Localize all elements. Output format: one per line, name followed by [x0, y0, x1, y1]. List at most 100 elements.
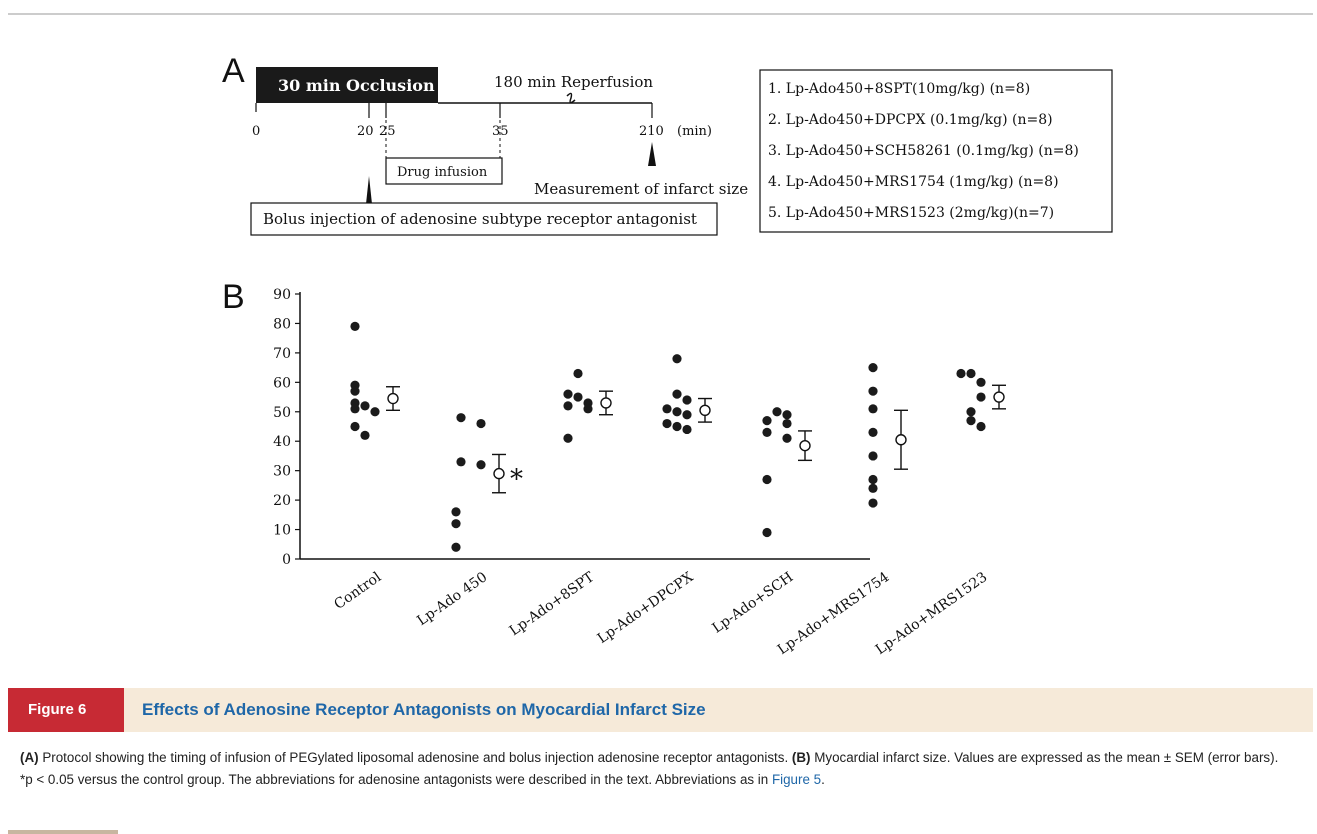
measurement-arrow-icon [648, 142, 656, 166]
data-point [956, 368, 966, 379]
figure-caption-bar: Figure 6 Effects of Adenosine Receptor A… [8, 688, 1313, 732]
data-point [360, 430, 370, 440]
panel-a-letter: A [222, 52, 245, 90]
data-point [476, 418, 486, 429]
time-35: 35 [492, 124, 509, 139]
caption-b-text: Myocardial infarct size. Values are expr… [20, 750, 1279, 787]
data-point [350, 386, 360, 396]
data-point [772, 407, 782, 417]
data-point [350, 421, 360, 432]
mean-marker [993, 391, 1005, 403]
y-tick-label: 90 [273, 287, 291, 303]
mean-marker [600, 397, 612, 409]
panel-b-letter: B [222, 278, 245, 316]
data-point [868, 427, 878, 437]
group-5: 5. Lp-Ado450+MRS1523 (2mg/kg)(n=7) [768, 205, 1054, 221]
group-1: 1. Lp-Ado450+8SPT(10mg/kg) (n=8) [768, 81, 1030, 97]
caption-a-text: Protocol showing the timing of infusion … [38, 750, 792, 765]
figure-graphic: A 30 min Occlusion 180 min Reperfusion 0… [8, 13, 1313, 658]
data-point [966, 416, 976, 426]
data-point [563, 401, 573, 411]
time-unit: (min) [677, 124, 712, 139]
reperfusion-label: 180 min Reperfusion [494, 73, 653, 91]
data-point [573, 392, 583, 402]
data-point [966, 407, 976, 417]
measurement-label: Measurement of infarct size [534, 180, 748, 198]
x-tick-label: Lp-Ado+DPCPX [595, 569, 697, 647]
data-point [662, 418, 672, 429]
infarct-size-chart: 0 10 20 30 40 50 60 70 80 90 Control Lp-Ado 450 Lp-A… [273, 287, 1006, 658]
time-25: 25 [379, 124, 396, 139]
bottom-rule [8, 830, 118, 834]
data-point [563, 433, 573, 443]
group-0: Control [331, 321, 400, 613]
data-point [976, 421, 986, 432]
data-point [868, 404, 878, 414]
data-point [868, 363, 878, 373]
bolus-box [250, 202, 718, 236]
mean-marker [799, 439, 811, 452]
data-point [782, 433, 792, 443]
x-tick-label: Lp-Ado+SCH [710, 569, 797, 636]
time-210: 210 [639, 124, 664, 139]
data-point [350, 321, 360, 331]
y-tick-label: 30 [273, 464, 291, 480]
data-point [868, 386, 878, 396]
y-tick-label: 10 [273, 523, 291, 539]
group-4: Lp-Ado+SCH [710, 407, 812, 637]
x-tick-label: Lp-Ado+8SPT [507, 569, 598, 640]
data-point [672, 389, 682, 399]
figure-caption: (A) Protocol showing the timing of infus… [20, 747, 1290, 791]
data-point [868, 498, 878, 508]
data-point [456, 457, 466, 467]
figure-label: Figure 6 [8, 688, 124, 732]
data-point [350, 404, 360, 414]
data-point [451, 519, 461, 529]
caption-end: . [821, 772, 825, 787]
drug-infusion-label: Drug infusion [397, 165, 488, 180]
data-point [762, 416, 772, 426]
data-point [672, 421, 682, 432]
mean-marker [493, 467, 505, 480]
group-6: Lp-Ado+MRS1523 [873, 368, 1006, 658]
data-point [672, 407, 682, 417]
data-point [583, 404, 593, 414]
data-point [976, 377, 986, 387]
time-20: 20 [357, 124, 374, 139]
x-tick-label: Lp-Ado 450 [414, 569, 490, 629]
bolus-label: Bolus injection of adenosine subtype rec… [263, 210, 697, 228]
caption-a-tag: (A) [20, 750, 39, 765]
figure-5-link[interactable]: Figure 5 [771, 772, 822, 787]
group-4: 4. Lp-Ado450+MRS1754 (1mg/kg) (n=8) [768, 174, 1059, 190]
group-2: Lp-Ado+8SPT [507, 368, 613, 640]
data-point [682, 424, 692, 435]
occlusion-label: 30 min Occlusion [278, 76, 435, 95]
data-point [451, 542, 461, 552]
y-tick-label: 20 [273, 493, 291, 509]
group-1: Lp-Ado 450 [414, 413, 506, 629]
significance-star: * [510, 465, 523, 495]
drug-infusion-box [385, 157, 503, 185]
axis-break-icon [566, 92, 576, 104]
data-point [868, 474, 878, 485]
y-tick-label: 50 [273, 405, 291, 421]
data-point [573, 368, 583, 379]
data-point [782, 418, 792, 429]
data-point [370, 407, 380, 417]
group-3: 3. Lp-Ado450+SCH58261 (0.1mg/kg) (n=8) [768, 143, 1079, 159]
data-point [868, 483, 878, 493]
group-2: 2. Lp-Ado450+DPCPX (0.1mg/kg) (n=8) [768, 112, 1053, 128]
mean-marker [895, 434, 907, 446]
bolus-arrow-icon [366, 176, 372, 204]
data-point [662, 404, 672, 414]
group-3: Lp-Ado+DPCPX [595, 354, 712, 647]
groups-box [759, 69, 1113, 233]
y-tick-label: 80 [273, 316, 291, 332]
mean-marker [387, 392, 399, 405]
data-point [762, 474, 772, 485]
x-tick-label: Control [331, 569, 384, 613]
data-point [360, 401, 370, 411]
data-point [966, 368, 976, 379]
caption-b-tag: (B) [791, 750, 811, 765]
